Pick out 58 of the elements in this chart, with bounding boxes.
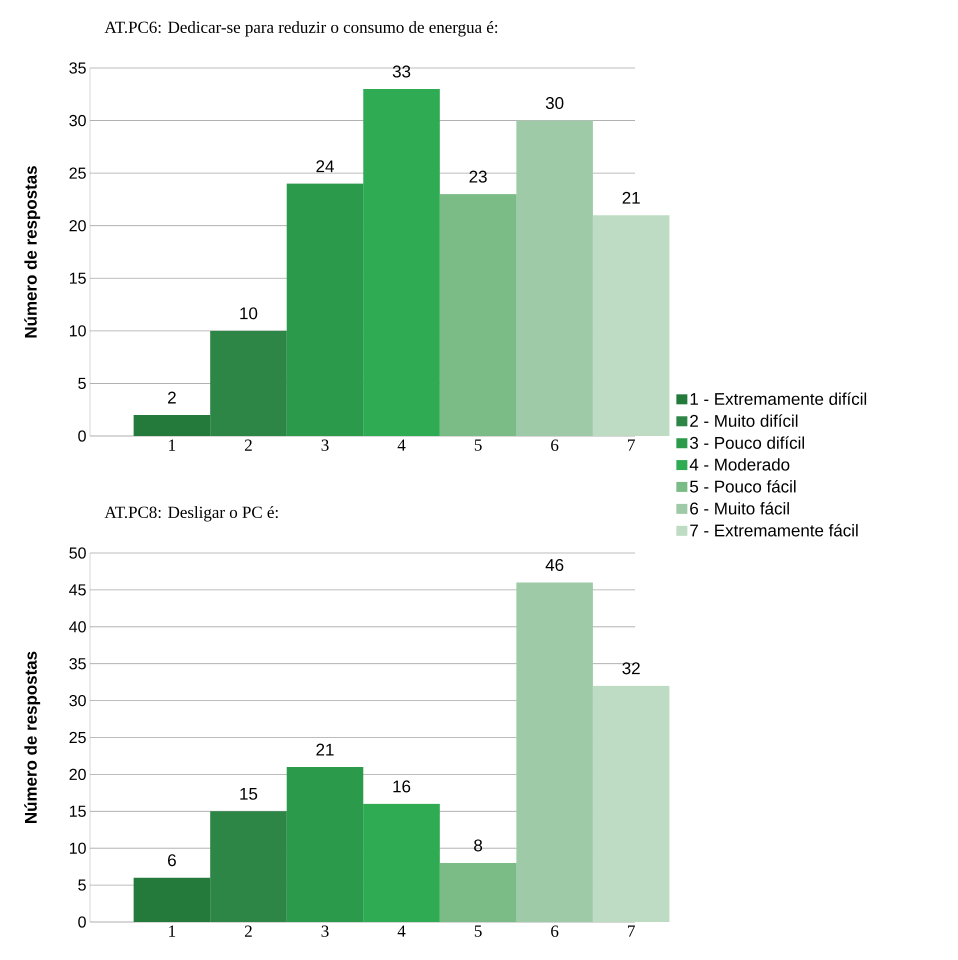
data-label: 46 — [546, 559, 564, 572]
x-tick-label: 5 — [474, 440, 482, 451]
x-tick-label: 6 — [551, 440, 558, 451]
y-tick-label: 30 — [69, 114, 86, 126]
y-tick-label: 40 — [69, 621, 86, 632]
data-label: 16 — [393, 780, 410, 792]
x-tick-label: 4 — [398, 926, 406, 937]
data-label: 15 — [240, 788, 258, 800]
y-tick-label: 0 — [78, 430, 86, 442]
data-label: 8 — [474, 839, 482, 852]
x-tick-label: 1 — [169, 926, 176, 937]
x-tick-label: 7 — [628, 440, 635, 451]
y-tick-label: 50 — [69, 547, 86, 559]
y-tick-label: 35 — [69, 62, 86, 74]
data-label: 6 — [168, 854, 176, 866]
y-tick-label: 10 — [70, 325, 86, 336]
legend-label: 1 - Extremamente difícil — [690, 392, 866, 405]
x-tick-label: 2 — [244, 926, 252, 937]
data-label: 10 — [240, 307, 258, 320]
y-tick-label: 35 — [69, 658, 86, 670]
y-tick-label: 15 — [70, 272, 86, 284]
x-tick-label: 7 — [628, 926, 635, 937]
x-tick-label: 5 — [474, 926, 482, 937]
y-tick-label: 30 — [69, 694, 86, 706]
y-tick-label: 20 — [70, 220, 86, 232]
y-axis-title: Número de respostas — [24, 166, 40, 338]
data-label: 21 — [622, 192, 640, 204]
legend-label: 3 - Pouco difícil — [690, 436, 804, 449]
x-tick-label: 3 — [322, 926, 329, 937]
data-label: 24 — [316, 160, 334, 172]
y-tick-label: 10 — [70, 842, 86, 854]
y-tick-label: 0 — [78, 916, 86, 928]
x-tick-label: 1 — [169, 440, 176, 451]
legend-label: 6 - Muito fácil — [690, 502, 789, 515]
data-label: 23 — [470, 170, 487, 183]
y-tick-label: 45 — [69, 584, 86, 596]
y-tick-label: 15 — [70, 806, 86, 817]
x-tick-label: 4 — [398, 440, 406, 451]
x-tick-label: 3 — [322, 440, 329, 451]
chart-title: AT.PC8: Desligar o PC é: — [104, 506, 278, 522]
x-tick-label: 6 — [551, 926, 558, 937]
legend-label: 2 - Muito difícil — [690, 414, 798, 427]
legend-label: 4 - Moderado — [690, 458, 790, 471]
legend-label: 7 - Extremamente fácil — [690, 524, 858, 536]
y-tick-label: 5 — [78, 880, 86, 891]
data-label: 32 — [622, 662, 640, 674]
chart-title: AT.PC6: Dedicar-se para reduzir o consumo de energua é: — [104, 21, 498, 36]
data-label: 21 — [316, 744, 334, 756]
data-label: 2 — [168, 392, 176, 404]
y-axis-title: Número de respostas — [24, 652, 40, 823]
x-tick-label: 2 — [244, 440, 252, 451]
y-tick-label: 5 — [78, 378, 86, 389]
y-tick-label: 25 — [70, 732, 86, 744]
data-label: 33 — [392, 66, 410, 78]
legend-label: 5 - Pouco fácil — [690, 480, 796, 493]
y-tick-label: 20 — [70, 768, 86, 780]
data-label: 30 — [546, 97, 564, 110]
y-tick-label: 25 — [70, 168, 86, 179]
